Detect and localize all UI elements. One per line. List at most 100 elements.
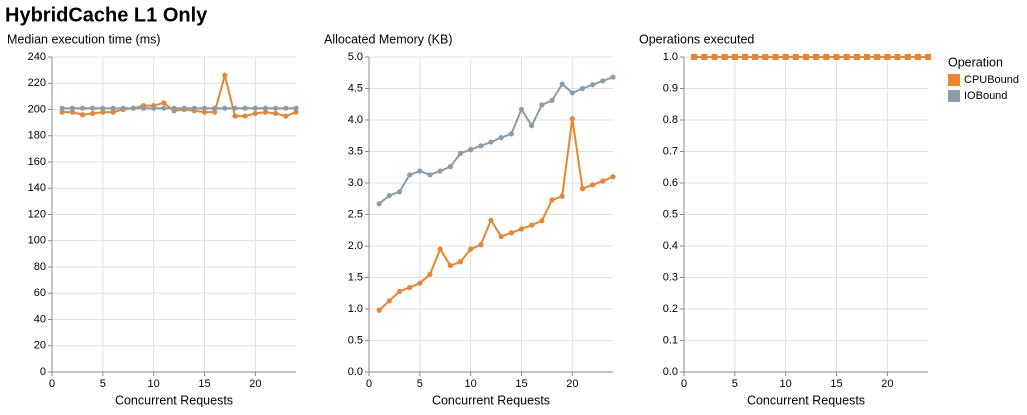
point [171, 105, 177, 111]
x-tick-label: 20 [566, 378, 578, 390]
x-tick-label: 0 [681, 378, 687, 390]
point [59, 109, 65, 115]
point [884, 54, 891, 60]
point [447, 164, 453, 170]
y-tick-label: 3.0 [348, 177, 363, 189]
y-tick-label: 0.3 [663, 271, 678, 283]
point [273, 110, 279, 117]
point [904, 54, 911, 60]
x-axis-label: Concurrent Requests [432, 393, 550, 407]
y-tick-label: 160 [28, 156, 46, 168]
y-tick-label: 5.0 [348, 51, 363, 63]
point [569, 116, 575, 122]
x-tick-label: 0 [366, 378, 372, 390]
point [181, 105, 187, 111]
point [151, 105, 157, 111]
point [721, 54, 728, 60]
point [417, 280, 423, 286]
y-tick-label: 40 [34, 313, 46, 325]
point [864, 54, 870, 60]
point [590, 182, 596, 188]
point [120, 105, 126, 111]
point [447, 262, 453, 269]
point [376, 307, 382, 313]
y-tick-label: 4.0 [348, 114, 363, 126]
point [417, 168, 423, 174]
x-tick-label: 10 [148, 378, 160, 390]
y-tick-label: 1.0 [348, 303, 363, 315]
y-tick-label: 60 [34, 287, 46, 299]
y-tick-label: 100 [28, 235, 46, 247]
point [437, 168, 443, 174]
point [386, 298, 392, 304]
point [252, 110, 258, 117]
point [843, 54, 850, 60]
x-tick-label: 15 [198, 378, 210, 390]
point [711, 54, 718, 60]
point [161, 100, 167, 106]
point [813, 54, 820, 60]
point [222, 72, 228, 78]
point [110, 105, 116, 111]
y-tick-label: 200 [28, 103, 46, 115]
y-tick-label: 20 [34, 340, 46, 352]
point [925, 54, 931, 60]
point [457, 150, 464, 156]
point [437, 246, 443, 252]
point [386, 193, 392, 199]
point [894, 54, 901, 60]
legend-swatch [948, 90, 960, 102]
point [457, 259, 464, 265]
y-tick-label: 4.5 [348, 82, 363, 94]
point [914, 54, 921, 60]
point [691, 54, 698, 60]
point [79, 105, 86, 111]
point [252, 105, 258, 111]
x-tick-label: 10 [780, 378, 792, 390]
y-tick-label: 180 [28, 130, 46, 142]
x-tick-label: 10 [465, 378, 477, 390]
x-tick-label: 15 [515, 378, 527, 390]
y-tick-label: 0.0 [348, 366, 363, 378]
y-tick-label: 0.2 [663, 303, 678, 315]
point [201, 109, 208, 115]
point [130, 105, 136, 111]
point [579, 186, 586, 192]
point [610, 74, 616, 80]
point [293, 109, 299, 115]
y-tick-label: 0 [40, 366, 46, 378]
legend-swatch [948, 74, 960, 86]
point [262, 105, 269, 111]
panel-title: Median execution time (ms) [7, 32, 161, 46]
y-tick-label: 2.5 [348, 208, 363, 220]
point [874, 54, 881, 60]
point [161, 105, 167, 111]
point [212, 109, 218, 115]
point [569, 90, 575, 96]
point [752, 54, 759, 60]
point [407, 284, 413, 291]
y-tick-label: 0.5 [663, 208, 678, 220]
point [529, 222, 535, 228]
y-tick-label: 1.5 [348, 271, 363, 283]
point [273, 105, 279, 111]
point [69, 105, 75, 111]
point [140, 105, 147, 111]
point [283, 113, 289, 119]
point [762, 54, 769, 60]
y-tick-label: 0.5 [348, 334, 363, 346]
point [559, 81, 565, 87]
point [407, 172, 413, 178]
point [90, 110, 96, 117]
x-tick-label: 5 [417, 378, 423, 390]
y-tick-label: 1.0 [663, 51, 678, 63]
point [508, 230, 514, 236]
point [262, 109, 269, 115]
y-tick-label: 240 [28, 51, 46, 63]
point [600, 78, 606, 84]
point [549, 197, 555, 203]
y-tick-label: 0.0 [663, 366, 678, 378]
point [242, 113, 248, 119]
y-tick-label: 2.0 [348, 240, 363, 252]
point [69, 109, 75, 115]
